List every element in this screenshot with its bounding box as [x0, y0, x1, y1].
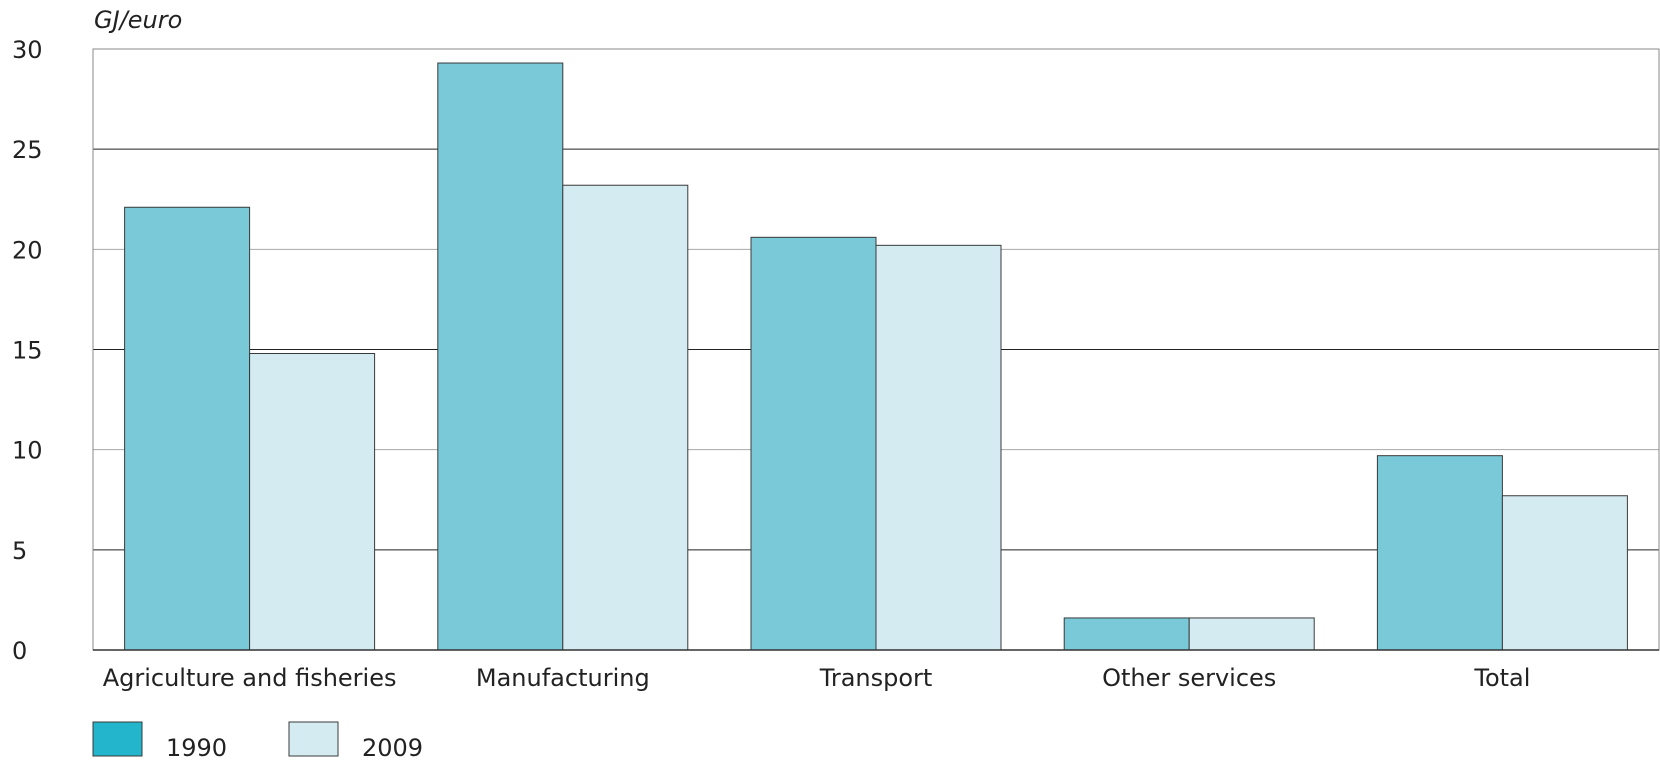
bar	[249, 353, 376, 651]
x-category-label: Total	[1473, 664, 1530, 692]
y-tick-label: 5	[12, 537, 27, 565]
x-category-label: Transport	[819, 664, 933, 692]
bar	[124, 206, 251, 651]
bar	[875, 244, 1002, 651]
y-tick-label: 0	[12, 637, 27, 665]
y-axis-unit-label: GJ/euro	[94, 6, 182, 34]
bar	[562, 184, 689, 651]
legend: 1990 2009	[92, 721, 423, 762]
bar	[1188, 617, 1315, 651]
bars	[124, 62, 1628, 651]
bar	[1063, 617, 1190, 651]
y-tick-label: 15	[12, 337, 43, 365]
y-tick-label: 20	[12, 236, 43, 264]
y-tick-label: 10	[12, 437, 43, 465]
bar	[1501, 495, 1628, 651]
x-category-label: Other services	[1102, 664, 1276, 692]
y-tick-label: 25	[12, 136, 43, 164]
legend-swatch	[288, 721, 339, 757]
y-tick-label: 30	[12, 36, 43, 64]
bar	[750, 236, 877, 651]
x-axis-category-labels: Agriculture and fisheries Manufacturing Tr…	[103, 664, 1531, 692]
legend-swatch	[92, 721, 143, 757]
y-axis-ticks: 0 5 10 15 20 25 30	[12, 36, 43, 665]
x-category-label: Agriculture and fisheries	[103, 664, 397, 692]
legend-label: 2009	[362, 734, 423, 760]
legend-label: 1990	[166, 734, 227, 760]
bar	[1376, 455, 1503, 651]
x-category-label: Manufacturing	[476, 664, 650, 692]
bar	[437, 62, 564, 651]
